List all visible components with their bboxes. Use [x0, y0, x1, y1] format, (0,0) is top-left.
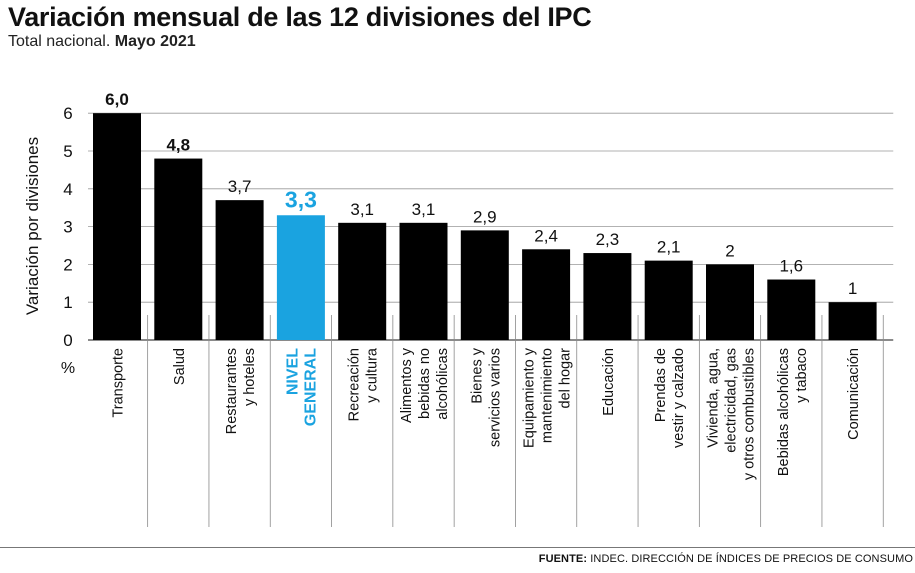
y-tick-label: 0 [63, 331, 72, 350]
subtitle-date: Mayo 2021 [114, 33, 196, 50]
category-label-line: Alimentos y [399, 347, 415, 423]
category-label-line: y tabaco [794, 348, 810, 403]
bar-9 [644, 260, 693, 340]
y-tick-label: 6 [63, 104, 72, 123]
category-label-10: Vivienda, agua, electricidad, gas y otros … [706, 348, 758, 480]
bar-0 [93, 113, 141, 340]
category-label-12: Comunicación [846, 348, 862, 440]
category-label-5: Alimentos y bebidas no alcohólicas [399, 347, 451, 423]
bar-2 [215, 200, 264, 340]
bar-12 [828, 302, 877, 340]
category-label-0: Transporte [111, 348, 127, 418]
category-label-line: Restaurantes [224, 348, 240, 434]
category-separators [147, 315, 884, 527]
footer-divider [0, 547, 915, 548]
category-label-line: Bienes y [469, 347, 485, 403]
value-label-11: 1,6 [779, 257, 803, 276]
category-label-4: Recreación y cultura [347, 347, 381, 421]
value-label-9: 2,1 [657, 238, 681, 257]
category-label-line: NIVEL [284, 348, 301, 395]
source-label: FUENTE: [538, 553, 588, 565]
source-note: FUENTE: INDEC. DIRECCIÓN DE ÍNDICES DE P… [539, 553, 913, 565]
category-label-line: alcohólicas [435, 348, 451, 420]
category-labels: Transporte Salud Restaurantes y hoteles NIVE… [111, 347, 863, 480]
value-label-1: 4,8 [166, 136, 190, 155]
category-label-line: del hogar [558, 348, 574, 409]
chart-title: Variación mensual de las 12 divisiones d… [8, 2, 592, 32]
y-tick-label: 5 [63, 142, 72, 161]
category-label-line: Vivienda, agua, [706, 348, 722, 448]
subtitle-prefix: Total nacional. [8, 33, 111, 50]
value-label-10: 2 [725, 241, 734, 260]
category-label-line: Comunicación [846, 348, 862, 440]
category-label-line: servicios varios [487, 348, 503, 447]
value-label-8: 2,3 [596, 230, 620, 249]
category-label-line: Bebidas alcohólicas [776, 348, 792, 476]
bar-chart: 6,0 4,8 3,7 3,3 3,1 3,1 2,9 2,4 2,3 2,1 2 1,6 1 0 1 2 3… [23, 90, 894, 527]
bar-11 [767, 279, 816, 340]
bar-10 [706, 264, 754, 340]
value-label-12: 1 [848, 279, 857, 298]
y-tick-label: 4 [63, 180, 72, 199]
y-tick-labels: 0 1 2 3 4 5 6 [63, 104, 72, 350]
bar-4 [338, 222, 387, 340]
category-label-7: Equipamiento y mantenimiento del hogar [522, 347, 574, 448]
bar-1 [154, 158, 203, 340]
value-label-4: 3,1 [350, 200, 374, 219]
value-labels: 6,0 4,8 3,7 3,3 3,1 3,1 2,9 2,4 2,3 2,1 2 1,6 1 [105, 90, 857, 298]
category-label-line: vestir y calzado [671, 348, 687, 448]
category-label-line: y hoteles [242, 348, 258, 406]
bar-3 [276, 215, 325, 340]
value-label-3: 3,3 [285, 186, 317, 212]
bar-7 [522, 249, 571, 340]
category-label-line: Educación [601, 348, 617, 416]
category-label-8: Educación [601, 348, 617, 416]
category-label-line: Recreación [347, 348, 363, 421]
bar-6 [460, 230, 509, 340]
category-label-2: Restaurantes y hoteles [224, 348, 258, 434]
value-label-2: 3,7 [228, 177, 252, 196]
y-tick-label: 1 [63, 293, 72, 312]
category-label-line: Prendas de [653, 348, 669, 422]
value-label-5: 3,1 [412, 200, 436, 219]
category-label-line: Transporte [111, 348, 127, 418]
value-label-6: 2,9 [473, 207, 497, 226]
category-label-6: Bienes y servicios varios [469, 347, 503, 447]
y-tick-label: 3 [63, 218, 72, 237]
bar-8 [583, 253, 632, 340]
category-label-line: bebidas no [417, 348, 433, 419]
y-tick-label: 2 [63, 255, 72, 274]
unit-label: % [61, 360, 75, 377]
bar-5 [399, 222, 448, 340]
category-label-line: y cultura [365, 347, 381, 403]
category-label-9: Prendas de vestir y calzado [653, 348, 687, 448]
y-axis-label: Variación por divisiones [23, 137, 42, 315]
category-label-line: GENERAL [302, 348, 319, 426]
source-text: INDEC. DIRECCIÓN DE ÍNDICES DE PRECIOS D… [590, 553, 913, 565]
chart-subtitle: Total nacional. Mayo 2021 [8, 33, 196, 51]
category-label-line: y otros combustibles [742, 348, 758, 480]
category-label-line: Salud [172, 348, 188, 385]
bars [93, 113, 877, 340]
category-label-line: Equipamiento y [522, 347, 538, 448]
value-label-0: 6,0 [105, 90, 129, 109]
category-label-line: mantenimiento [540, 348, 556, 443]
category-label-3: NIVEL GENERAL [284, 348, 319, 426]
category-label-line: electricidad, gas [724, 348, 740, 453]
value-label-7: 2,4 [534, 226, 558, 245]
category-label-1: Salud [172, 348, 188, 385]
category-label-11: Bebidas alcohólicas y tabaco [776, 348, 810, 476]
